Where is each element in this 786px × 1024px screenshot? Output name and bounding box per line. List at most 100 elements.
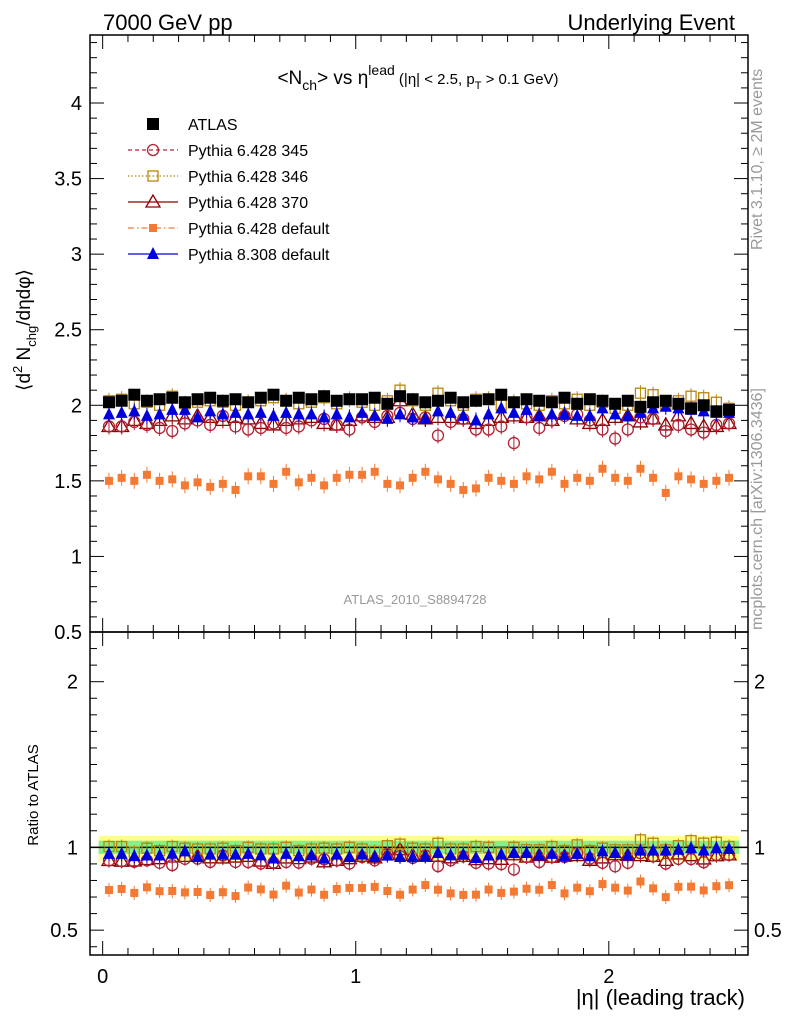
legend-label: Pythia 8.308 default: [188, 247, 330, 264]
data-point: [697, 843, 710, 856]
data-point: [497, 476, 506, 485]
legend-entry: Pythia 6.428 default: [128, 221, 330, 238]
data-point: [545, 396, 558, 409]
data-point: [520, 402, 533, 415]
data-point: [193, 887, 202, 896]
ratio-y-tick-label-right: 2: [754, 672, 765, 694]
data-point: [269, 479, 278, 488]
data-point: [130, 888, 139, 897]
data-point: [320, 890, 329, 899]
data-point: [697, 426, 710, 439]
ratio-plot-panel: Ratio to ATLAS 0.5 0.5 1 1 2 2 0 1 2 |η| (leadin…: [25, 631, 782, 1010]
data-point: [495, 401, 508, 414]
data-point: [269, 890, 278, 899]
data-point: [507, 846, 520, 859]
ratio-y-tick-label-right: 0.5: [754, 920, 782, 942]
data-point: [419, 411, 432, 424]
data-point: [725, 473, 734, 482]
data-point: [547, 467, 556, 476]
data-point: [318, 390, 331, 403]
data-point: [356, 847, 369, 860]
data-point: [229, 847, 242, 860]
data-point: [596, 394, 609, 407]
y-tick-label: 1: [71, 546, 82, 568]
data-point: [318, 410, 331, 423]
data-point: [609, 846, 622, 859]
data-point: [153, 407, 166, 420]
data-point: [142, 470, 151, 479]
data-point: [482, 848, 495, 861]
data-point: [104, 885, 113, 894]
data-point: [254, 848, 267, 861]
data-point: [406, 410, 419, 423]
data-point: [674, 472, 683, 481]
data-point: [699, 886, 708, 895]
data-point: [394, 407, 407, 420]
data-point: [358, 470, 367, 479]
legend-entry: Pythia 6.428 370: [128, 193, 308, 212]
data-point: [406, 393, 419, 406]
data-point: [558, 391, 571, 404]
data-point: [710, 405, 723, 418]
data-point: [147, 247, 159, 259]
data-point: [368, 391, 381, 404]
data-point: [558, 407, 571, 420]
data-point: [482, 407, 495, 420]
x-tick-label: 1: [350, 966, 361, 988]
data-point: [647, 843, 660, 856]
data-point: [446, 479, 455, 488]
data-point: [330, 407, 343, 420]
y-tick-label: 2: [71, 395, 82, 417]
series-pythia-6-428-default: [104, 460, 734, 501]
data-point: [368, 850, 381, 863]
data-point: [191, 850, 204, 863]
data-point: [535, 475, 544, 484]
data-point: [509, 479, 518, 488]
data-point: [583, 849, 596, 862]
data-point: [166, 424, 179, 438]
data-point: [115, 420, 128, 433]
data-point: [659, 394, 672, 407]
data-point: [256, 885, 265, 894]
data-point: [659, 424, 672, 438]
data-point: [396, 481, 405, 490]
data-point: [469, 413, 482, 426]
data-point: [433, 885, 442, 894]
data-point: [381, 848, 394, 861]
legend-label: ATLAS: [188, 117, 238, 134]
data-point: [231, 892, 240, 901]
data-point: [507, 396, 520, 409]
data-point: [305, 848, 318, 861]
legend-entry: Pythia 6.428 345: [128, 143, 308, 160]
data-point: [535, 885, 544, 894]
ratio-series-pythia-6-428-default: [104, 874, 734, 905]
data-point: [623, 886, 632, 895]
data-point: [178, 396, 191, 409]
data-point: [684, 423, 698, 436]
plot-title: <Nch> vs ηlead (|η| < 2.5, pT > 0.1 GeV): [277, 62, 558, 93]
series-atlas: [102, 388, 736, 418]
data-point: [320, 481, 329, 490]
data-point: [282, 467, 291, 476]
mcplots-label: mcplots.cern.ch [arXiv:1306.3436]: [749, 388, 766, 630]
legend-label: Pythia 6.428 346: [188, 169, 308, 186]
data-point: [229, 393, 242, 406]
data-point: [495, 847, 508, 860]
data-point: [687, 475, 696, 484]
header-right: Underlying Event: [567, 10, 735, 35]
data-point: [216, 847, 229, 860]
data-point: [583, 393, 596, 406]
data-point: [520, 393, 533, 406]
legend-label: Pythia 6.428 370: [188, 195, 308, 212]
data-point: [229, 420, 242, 433]
data-point: [216, 407, 229, 420]
data-point: [636, 877, 645, 886]
y-tick-label: 3: [71, 244, 82, 266]
data-point: [153, 848, 166, 861]
data-point: [685, 402, 698, 415]
data-point: [178, 402, 191, 415]
ratio-plot-frame: [89, 631, 749, 956]
data-point: [699, 479, 708, 488]
data-point: [608, 432, 622, 445]
data-point: [307, 473, 316, 482]
